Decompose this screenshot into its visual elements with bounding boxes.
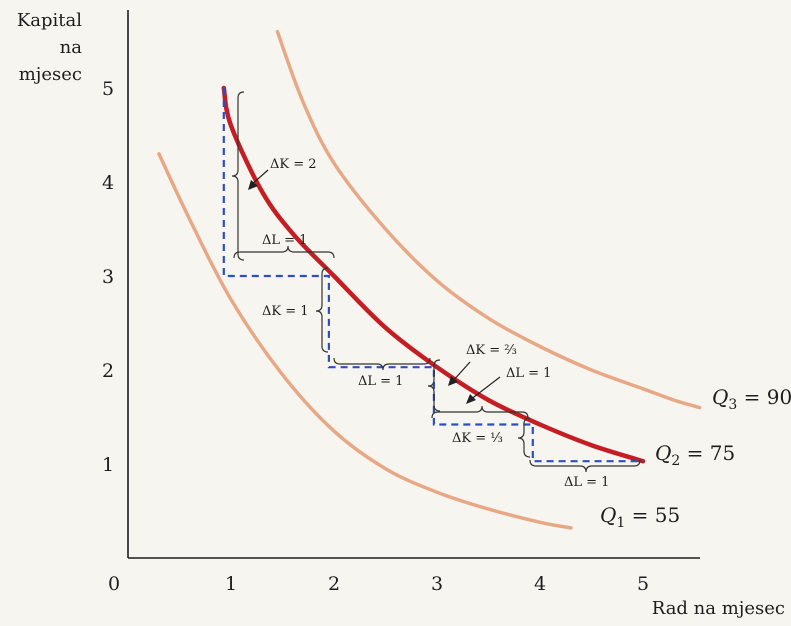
annotation-dl-1-c: ΔL = 1 (506, 366, 551, 381)
label-q2-sub: 2 (671, 453, 680, 469)
x-tick-label-1: 1 (225, 573, 237, 595)
braces (231, 91, 641, 473)
y-tick-label-1: 1 (102, 454, 114, 476)
annotation-dk-two-thirds: ΔK = ²⁄₃ (466, 343, 517, 358)
annotation-dl-1-a: ΔL = 1 (262, 233, 307, 248)
brace-dk-2 (231, 91, 245, 261)
brace-dl-1-a (233, 245, 335, 259)
brace-dk-two-thirds (427, 359, 441, 412)
label-q3-letter: Q (712, 385, 728, 409)
label-q3: Q3 = 90 (712, 385, 791, 413)
annotation-dk-1: ΔK = 1 (262, 304, 309, 319)
x-tick-label-5: 5 (637, 573, 649, 595)
y-axis-title-line-2: na (60, 37, 83, 58)
brace-dk-1 (315, 267, 329, 353)
arrow-dk-2-head (248, 180, 258, 190)
y-axis-title-line-1: Kapital (17, 10, 82, 31)
x-axis-title: Rad na mjesec (652, 598, 785, 619)
origin-label: 0 (108, 573, 120, 595)
isoquant-q3-line (275, 29, 702, 410)
y-axis-title-line-3: mjesec (19, 64, 82, 85)
arrow-dl-1-c (469, 376, 501, 401)
annotation-dk-one-third: ΔK = ¹⁄₃ (452, 431, 503, 446)
label-q1-letter: Q (600, 503, 616, 527)
y-tick-label-2: 2 (102, 360, 114, 382)
brace-dl-1-d (529, 459, 641, 473)
label-q1: Q1 = 55 (600, 503, 680, 531)
marginal-rate-steps (222, 88, 643, 463)
label-q2: Q2 = 75 (655, 441, 735, 469)
x-tick-label-3: 3 (431, 573, 443, 595)
annotation-dk-2: ΔK = 2 (270, 157, 317, 172)
y-tick-label-5: 5 (102, 78, 114, 100)
axes (127, 10, 700, 559)
label-q3-value: = 90 (737, 385, 791, 409)
isoquant-q2-line (221, 85, 646, 464)
arrow-dk-two-thirds (451, 361, 471, 383)
x-ticks: 1 2 3 4 5 (225, 573, 649, 595)
label-q3-sub: 3 (728, 397, 737, 413)
annotations: ΔK = 2 ΔL = 1 ΔK = 1 ΔL = 1 ΔK = ²⁄₃ ΔL … (262, 157, 609, 490)
y-ticks: 1 2 3 4 5 (102, 78, 114, 476)
label-q2-letter: Q (655, 441, 671, 465)
brace-dl-1-b (333, 357, 431, 371)
annotation-dl-1-d: ΔL = 1 (564, 475, 609, 490)
y-axis-title: Kapital na mjesec (17, 10, 82, 85)
x-tick-label-2: 2 (328, 573, 340, 595)
brace-dk-one-third (517, 417, 531, 458)
annotation-arrows (248, 169, 501, 404)
y-tick-label-3: 3 (102, 266, 114, 288)
isoquant-q1-line (157, 152, 573, 530)
isoquant-curves (157, 29, 702, 530)
y-tick-label-4: 4 (102, 172, 114, 194)
label-q2-value: = 75 (680, 441, 735, 465)
brace-dl-1-c (431, 405, 529, 419)
label-q1-value: = 55 (625, 503, 680, 527)
arrow-dl-1-c-head (466, 394, 476, 404)
annotation-dl-1-b: ΔL = 1 (358, 374, 403, 389)
label-q1-sub: 1 (616, 515, 625, 531)
x-tick-label-4: 4 (534, 573, 546, 595)
arrow-dk-two-thirds-head (448, 376, 458, 386)
